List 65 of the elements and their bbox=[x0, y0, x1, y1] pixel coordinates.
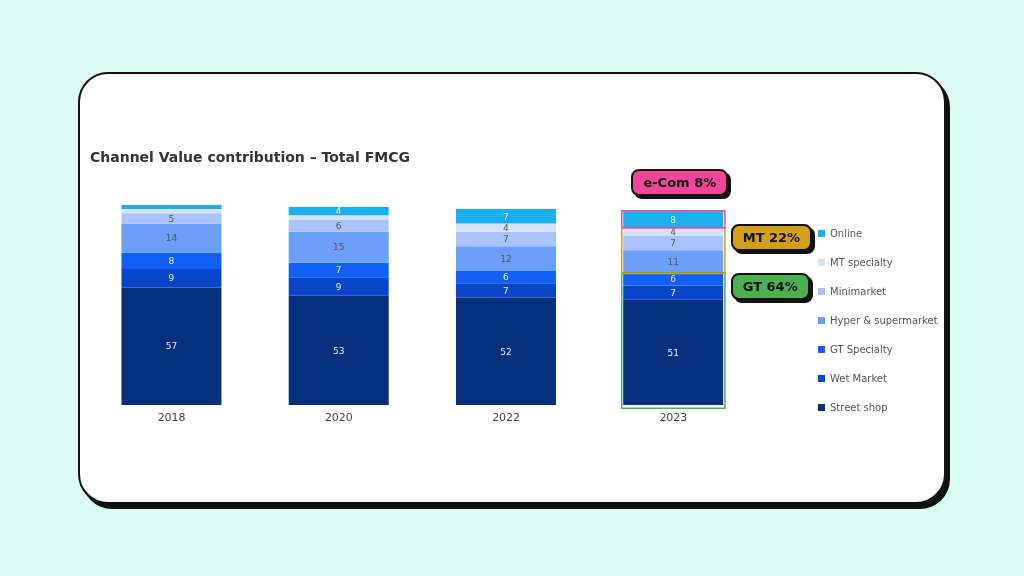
legend-label: MT specialty bbox=[829, 256, 894, 270]
x-tick-label: 2020 bbox=[324, 410, 353, 424]
text: e-Com 8% bbox=[631, 169, 729, 197]
data-label: 7 bbox=[335, 265, 342, 276]
data-label: 9 bbox=[335, 281, 342, 292]
bar bbox=[121, 252, 222, 269]
data-label: 7 bbox=[503, 211, 509, 222]
data-label: 7 bbox=[503, 234, 509, 245]
x-tick-label: 2022 bbox=[492, 410, 521, 424]
data-label: 57 bbox=[165, 341, 178, 352]
data-label: 6 bbox=[670, 274, 677, 285]
bar bbox=[121, 209, 222, 214]
chart-title: Channel Value contribution – Total FMCG bbox=[90, 149, 410, 165]
data-label: 52 bbox=[500, 346, 512, 357]
data-label: 51 bbox=[667, 347, 679, 358]
data-label: 11 bbox=[667, 256, 679, 267]
data-label: 7 bbox=[670, 287, 677, 298]
bar bbox=[288, 262, 389, 278]
data-label: 4 bbox=[335, 206, 342, 217]
annotation: GT 64% bbox=[730, 273, 810, 301]
legend-label: Hyper & supermarket bbox=[829, 314, 938, 328]
bar bbox=[455, 231, 556, 247]
data-label: 6 bbox=[503, 272, 510, 283]
data-label: 7 bbox=[503, 285, 509, 296]
legend-label: Online bbox=[829, 227, 864, 241]
data-label: 5 bbox=[168, 213, 175, 224]
bar bbox=[455, 297, 556, 405]
legend-label: GT Specialty bbox=[829, 343, 894, 357]
annotation: MT 22% bbox=[730, 224, 813, 252]
bar bbox=[455, 246, 556, 271]
data-label: 53 bbox=[332, 345, 345, 356]
bar bbox=[288, 277, 389, 296]
bar bbox=[455, 283, 556, 298]
bar bbox=[623, 299, 724, 405]
bar bbox=[121, 205, 222, 210]
data-label: 8 bbox=[670, 214, 677, 225]
bar bbox=[455, 270, 556, 284]
data-label: 15 bbox=[332, 242, 345, 253]
data-label: 4 bbox=[670, 227, 677, 237]
legend-label: Wet Market bbox=[829, 372, 888, 386]
x-tick-label: 2023 bbox=[659, 410, 688, 424]
bar bbox=[288, 215, 389, 220]
data-label: 7 bbox=[670, 238, 677, 249]
bar bbox=[121, 287, 222, 405]
bar bbox=[623, 235, 724, 251]
data-label: 4 bbox=[503, 222, 510, 233]
legend-label: Street shop bbox=[829, 401, 889, 415]
data-label: 8 bbox=[168, 255, 175, 266]
data-label: 12 bbox=[500, 253, 512, 264]
data-label: 9 bbox=[168, 273, 175, 284]
bar bbox=[623, 250, 724, 274]
bar bbox=[623, 285, 724, 300]
bar bbox=[455, 209, 556, 224]
bar bbox=[121, 268, 222, 288]
bar bbox=[288, 295, 389, 405]
x-tick-label: 2018 bbox=[157, 410, 186, 424]
bar bbox=[288, 219, 389, 232]
bar bbox=[455, 223, 556, 232]
bar bbox=[121, 223, 222, 253]
bar bbox=[288, 231, 389, 263]
data-label: 6 bbox=[335, 220, 342, 231]
bar bbox=[121, 213, 222, 224]
data-label: 14 bbox=[165, 233, 178, 244]
legend-label: Minimarket bbox=[829, 285, 887, 299]
bar bbox=[288, 207, 389, 216]
